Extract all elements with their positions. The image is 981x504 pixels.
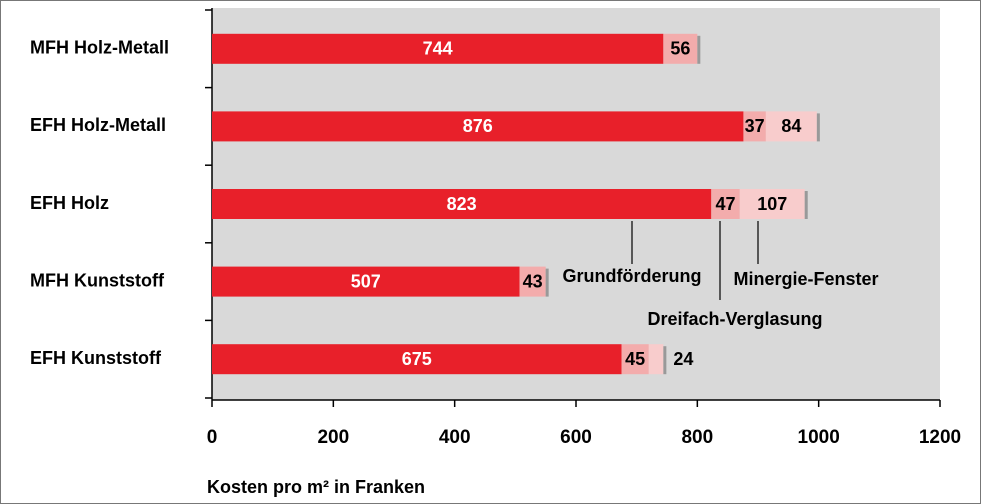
data-label: 744 [423, 39, 453, 59]
x-axis-label: Kosten pro m² in Franken [207, 477, 425, 497]
data-label: 37 [745, 116, 765, 136]
bar-shadow [545, 268, 549, 297]
data-label: 45 [625, 349, 645, 369]
series-label: Dreifach-Verglasung [647, 309, 822, 329]
series-label: Grundförderung [563, 266, 702, 286]
data-label: 507 [351, 271, 381, 291]
x-tick-label: 0 [207, 427, 218, 448]
bar-segment [711, 189, 740, 219]
y-tick-label: EFH Holz-Metall [30, 115, 166, 135]
data-label: 675 [402, 349, 432, 369]
y-tick-label: MFH Holz-Metall [30, 38, 169, 58]
bar-shadow [816, 113, 820, 142]
data-label: 107 [757, 194, 787, 214]
data-label: 876 [463, 116, 493, 136]
bar-segment [765, 111, 817, 142]
bar-segment [212, 33, 664, 64]
bar-segment [663, 33, 698, 64]
y-tick-label: EFH Holz [30, 193, 109, 213]
bar-shadow [663, 346, 667, 375]
bar-shadow [697, 35, 701, 64]
data-label: 84 [781, 116, 801, 136]
bar-segment [621, 344, 649, 375]
x-tick-label: 1200 [919, 427, 961, 448]
x-tick-label: 800 [681, 427, 713, 448]
x-tick-label: 600 [560, 427, 592, 448]
y-tick-label: MFH Kunststoff [30, 270, 165, 290]
bar-segment [212, 344, 622, 375]
bar-shadow [804, 191, 808, 219]
data-label: 56 [670, 39, 690, 59]
bar-segment [739, 189, 805, 219]
x-tick-label: 200 [317, 427, 349, 448]
data-label: 24 [673, 349, 693, 369]
x-tick-label: 1000 [798, 427, 840, 448]
data-label: 43 [523, 271, 543, 291]
data-label: 823 [447, 194, 477, 214]
bar-segment [212, 266, 520, 297]
bar-segment [212, 111, 744, 142]
y-tick-label: EFH Kunststoff [30, 348, 162, 368]
bar-segment [519, 266, 546, 297]
bar-segment [648, 344, 664, 375]
data-label: 47 [716, 194, 736, 214]
x-tick-label: 400 [439, 427, 471, 448]
bar-segment [743, 111, 766, 142]
bar-segment [212, 189, 712, 219]
series-label: Minergie-Fenster [733, 269, 878, 289]
